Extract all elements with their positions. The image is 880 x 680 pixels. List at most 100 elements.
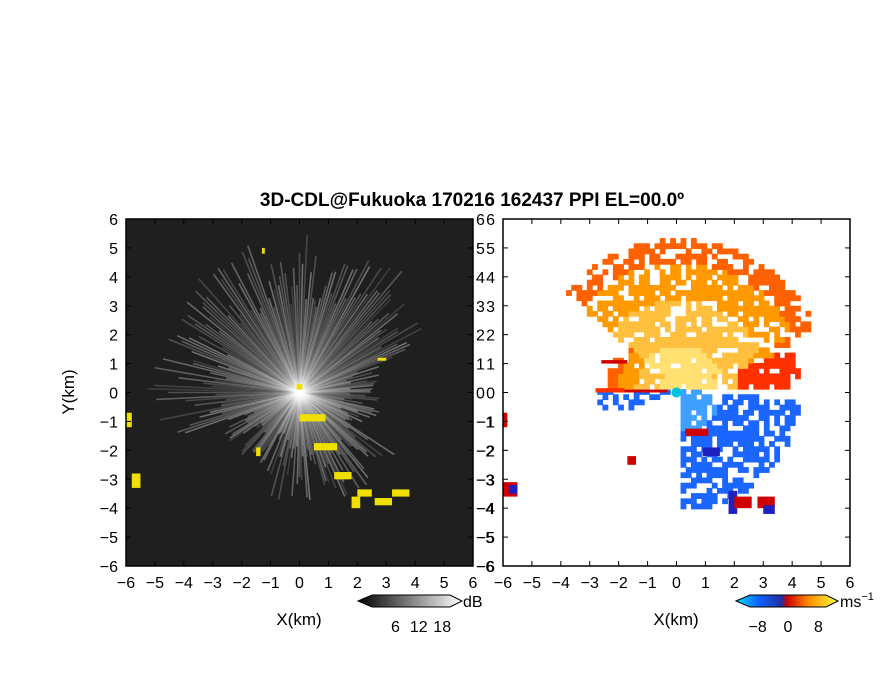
velocity-pixel: [784, 326, 791, 333]
yellow-echo-patch: [261, 247, 265, 254]
velocity-pixel: [748, 274, 755, 281]
velocity-pixel: [732, 321, 739, 328]
velocity-pixel: [722, 248, 728, 255]
velocity-pixel: [784, 415, 791, 421]
velocity-pixel: [701, 373, 708, 380]
velocity-pixel: [706, 441, 713, 447]
velocity-pixel: [706, 352, 713, 359]
velocity-pixel: [664, 368, 671, 375]
velocity-pixel: [638, 248, 645, 255]
velocity-pixel: [696, 305, 702, 312]
velocity-pixel: [607, 373, 614, 380]
velocity-pixel: [758, 435, 765, 442]
velocity-pixel: [696, 503, 702, 510]
velocity-pixel: [722, 373, 728, 380]
velocity-pixel: [633, 399, 640, 406]
echo-ray: [298, 392, 344, 471]
velocity-pixel: [654, 295, 661, 302]
velocity-pixel: [722, 441, 728, 447]
velocity-pixel: [618, 363, 624, 369]
velocity-pixel: [784, 310, 791, 317]
velocity-pixel: [743, 310, 749, 317]
velocity-pixel: [618, 383, 624, 390]
velocity-pixel: [706, 420, 713, 427]
velocity-pixel: [722, 461, 728, 468]
velocity-pixel: [727, 310, 734, 317]
velocity-pixel: [597, 274, 604, 281]
velocity-pixel: [696, 435, 702, 442]
velocity-pixel: [597, 316, 604, 322]
velocity-pixel: [706, 321, 713, 328]
velocity-pixel: [743, 258, 749, 265]
echo-ray: [299, 391, 360, 418]
velocity-pixel: [680, 404, 687, 411]
echo-ray: [299, 391, 345, 400]
velocity-pixel: [618, 404, 624, 411]
velocity-pixel: [769, 326, 775, 333]
velocity-pixel: [722, 482, 728, 489]
velocity-pixel: [748, 331, 755, 338]
echo-ray: [299, 391, 350, 418]
velocity-pixel: [789, 352, 796, 359]
velocity-pixel: [722, 487, 728, 494]
echo-ray: [202, 306, 301, 394]
velocity-pixel: [685, 394, 692, 401]
velocity-pixel: [753, 295, 760, 302]
velocity-pixel: [618, 331, 624, 338]
velocity-pixel: [690, 498, 697, 505]
velocity-pixel: [779, 290, 786, 296]
velocity-pixel: [576, 284, 583, 291]
velocity-pixel: [763, 316, 770, 322]
velocity-pixel: [628, 279, 635, 286]
reflectivity-colorbar: 6 12 18 dB: [356, 594, 483, 636]
velocity-pixel: [769, 409, 775, 416]
echo-ray: [215, 391, 300, 396]
velocity-pixel: [659, 383, 666, 390]
velocity-pixel: [784, 425, 791, 432]
x-tick-label: 0: [672, 575, 681, 592]
echo-ray: [185, 391, 300, 402]
echo-ray: [221, 346, 300, 394]
velocity-pixel: [753, 451, 760, 458]
velocity-pixel: [612, 331, 619, 338]
echo-ray: [261, 391, 301, 426]
echo-ray: [159, 391, 300, 421]
velocity-pixel: [670, 238, 676, 244]
y-tick-label: −1: [477, 414, 495, 431]
velocity-pixel: [592, 310, 598, 317]
echo-ray: [298, 293, 362, 393]
velocity-pixel: [618, 295, 624, 302]
velocity-pixel: [743, 352, 749, 359]
velocity-pixel: [774, 300, 781, 307]
echo-ray: [206, 296, 301, 394]
velocity-pixel: [690, 503, 697, 510]
x-tick-label: 3: [759, 575, 768, 592]
velocity-pixel: [680, 238, 687, 244]
velocity-pixel: [701, 441, 708, 447]
velocity-pixel: [696, 477, 702, 484]
velocity-pixel: [732, 446, 739, 453]
velocity-pixel: [779, 373, 786, 380]
echo-ray: [299, 391, 371, 418]
echo-ray: [296, 392, 301, 447]
velocity-pixel: [800, 321, 807, 328]
yellow-echo-patch: [374, 498, 393, 506]
velocity-pixel: [685, 269, 692, 276]
velocity-pixel: [769, 441, 775, 447]
velocity-pixel: [612, 378, 619, 385]
velocity-pixel: [722, 269, 728, 276]
velocity-pixel: [602, 394, 609, 401]
velocity-pixel: [680, 435, 687, 442]
echo-ray: [298, 271, 337, 393]
echo-ray: [255, 392, 301, 453]
velocity-pixel: [685, 258, 692, 265]
velocity-pixel: [690, 394, 697, 401]
velocity-pixel: [654, 305, 661, 312]
yellow-echo-patch: [357, 489, 372, 497]
y-tick-label: −5: [100, 530, 118, 547]
velocity-pixel: [623, 326, 630, 333]
velocity-pixel: [758, 300, 765, 307]
velocity-pixel: [633, 253, 640, 260]
velocity-pixel: [711, 482, 718, 489]
velocity-pixel: [696, 389, 702, 395]
